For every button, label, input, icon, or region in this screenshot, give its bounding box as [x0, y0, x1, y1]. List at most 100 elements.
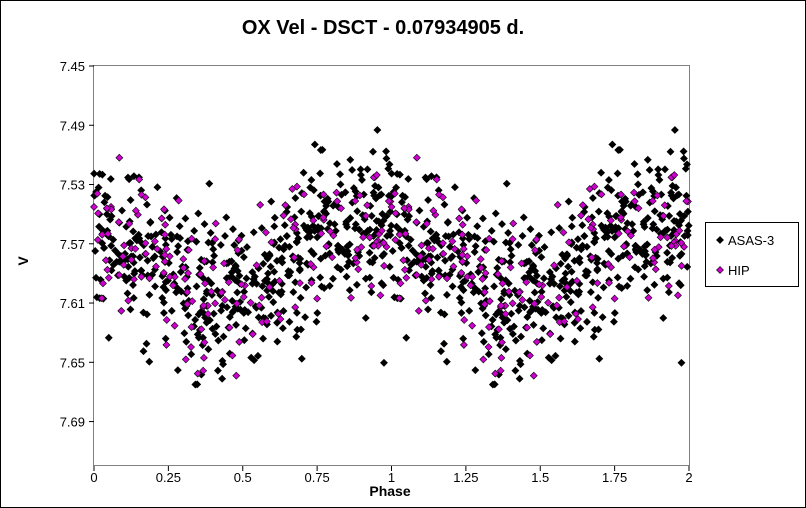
data-point	[619, 242, 628, 251]
data-point	[240, 305, 249, 314]
data-point	[269, 298, 278, 307]
data-point	[295, 265, 304, 274]
data-point	[623, 219, 632, 228]
data-point	[611, 223, 620, 232]
data-point	[162, 286, 170, 295]
data-point	[317, 229, 326, 238]
data-point	[494, 325, 503, 334]
data-point	[584, 215, 593, 224]
data-point	[306, 183, 315, 192]
data-point	[367, 288, 376, 297]
data-point	[152, 262, 160, 271]
data-point	[416, 252, 425, 261]
data-point	[491, 369, 500, 378]
data-point	[489, 237, 498, 246]
data-point	[131, 234, 140, 243]
data-point	[426, 227, 435, 236]
data-point	[397, 198, 406, 207]
data-point	[613, 169, 622, 178]
data-point	[427, 275, 436, 284]
data-point	[211, 299, 220, 308]
data-point	[578, 221, 587, 230]
data-point	[325, 219, 334, 228]
data-point	[280, 221, 289, 230]
data-point	[322, 242, 331, 251]
data-point	[211, 219, 220, 228]
data-point	[295, 279, 304, 287]
data-point	[352, 280, 361, 289]
data-point	[218, 374, 227, 383]
data-point	[306, 260, 315, 268]
data-point	[659, 228, 668, 237]
data-point	[190, 226, 199, 235]
data-point	[532, 337, 541, 346]
data-point	[439, 249, 448, 258]
data-point	[415, 206, 424, 215]
data-point	[675, 251, 684, 260]
data-point	[404, 241, 413, 250]
data-point	[401, 229, 410, 238]
data-point	[273, 337, 282, 346]
data-point	[400, 265, 409, 274]
data-point	[661, 165, 669, 174]
data-point	[184, 246, 193, 254]
data-point	[267, 197, 276, 206]
data-point	[604, 260, 613, 268]
data-point	[587, 253, 596, 262]
data-point	[650, 245, 659, 254]
data-point	[92, 273, 100, 282]
data-point	[564, 197, 573, 206]
data-point	[566, 287, 575, 295]
data-point	[160, 230, 169, 239]
data-point	[428, 267, 437, 276]
data-point	[180, 329, 189, 338]
data-point	[555, 293, 564, 302]
data-point	[401, 193, 409, 202]
data-point	[337, 204, 345, 213]
data-point	[102, 204, 111, 213]
data-point	[233, 246, 242, 255]
data-point	[167, 306, 176, 315]
data-point	[674, 291, 682, 300]
data-point	[94, 209, 103, 218]
data-point	[259, 259, 268, 268]
data-point	[590, 182, 599, 191]
data-point	[683, 231, 692, 240]
data-point	[664, 282, 673, 290]
data-point	[153, 183, 162, 192]
data-point	[259, 334, 267, 343]
data-point	[610, 317, 618, 326]
data-point	[433, 253, 442, 262]
data-point	[517, 259, 526, 268]
data-point	[466, 281, 475, 290]
data-point	[246, 298, 255, 307]
data-point	[225, 323, 234, 332]
data-point	[273, 256, 281, 265]
data-point	[159, 268, 168, 277]
data-point	[568, 213, 577, 222]
data-point	[460, 316, 469, 324]
data-point	[225, 313, 234, 322]
data-point	[665, 212, 674, 220]
data-point	[391, 209, 400, 218]
data-point	[222, 213, 231, 222]
data-point	[672, 183, 680, 192]
data-point	[529, 371, 538, 380]
data-point	[281, 201, 290, 210]
data-point	[267, 238, 276, 247]
data-point	[257, 224, 266, 233]
data-point	[501, 345, 510, 354]
data-point	[342, 272, 351, 281]
data-point	[378, 251, 387, 260]
data-point	[539, 324, 548, 333]
data-point	[518, 232, 527, 240]
data-point	[583, 317, 591, 326]
data-point	[643, 286, 652, 295]
data-point	[663, 257, 672, 266]
data-point	[677, 261, 686, 270]
data-point	[488, 315, 497, 324]
data-point	[199, 353, 208, 362]
data-point	[256, 200, 265, 209]
data-point	[200, 257, 209, 265]
data-point	[165, 272, 174, 281]
